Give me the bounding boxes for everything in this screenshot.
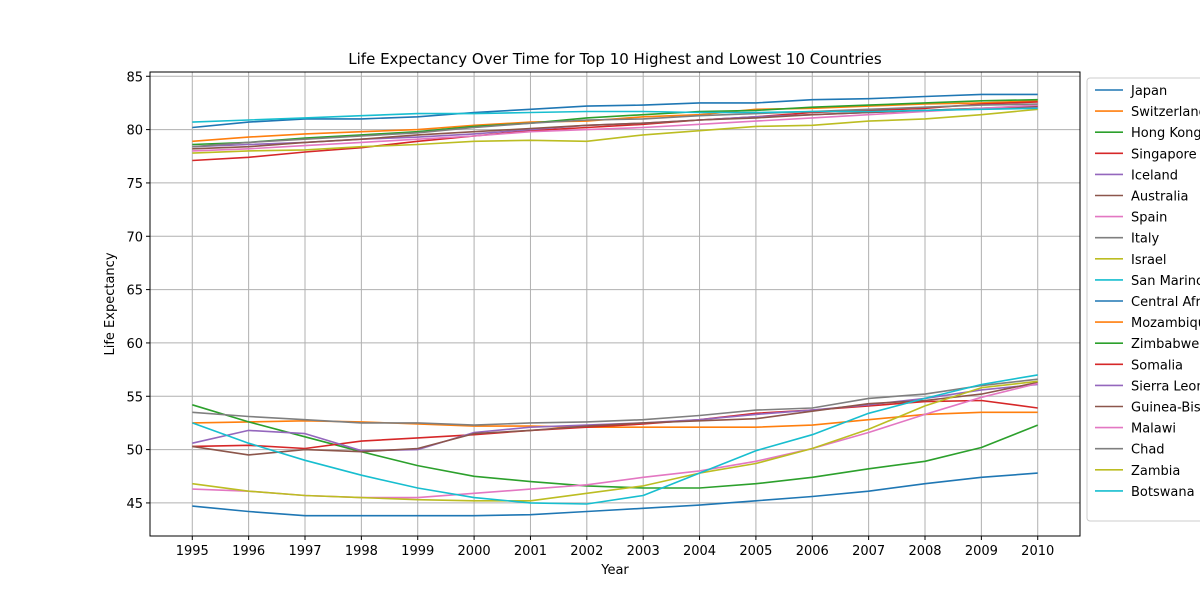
- legend-label-sierra-leone: Sierra Leone: [1131, 379, 1200, 394]
- legend-frame: [1086, 77, 1200, 522]
- x-tick-label: 2007: [852, 544, 885, 559]
- legend-label-switzerland: Switzerland: [1131, 105, 1200, 120]
- legend-label-san-marino: San Marino: [1131, 274, 1200, 289]
- legend: Japan Switzerland Hong Kong Singapore Icelan…: [1086, 77, 1200, 522]
- x-tick-label: 2005: [739, 544, 772, 559]
- legend-label-central-african-republic: Central African Republic: [1131, 295, 1200, 310]
- y-tick-label: 50: [126, 444, 143, 459]
- legend-label-chad: Chad: [1131, 443, 1165, 458]
- x-tick-label: 2008: [908, 544, 941, 559]
- series-line-central-african-republic: [192, 472, 1038, 517]
- x-axis-label: Year: [600, 563, 629, 578]
- y-tick-label: 60: [126, 337, 143, 352]
- series-line-singapore: [192, 101, 1038, 162]
- series-line-zambia: [192, 380, 1038, 502]
- series-line-botswana: [192, 374, 1038, 505]
- y-tick-label: 55: [126, 390, 143, 405]
- series-lines: [192, 93, 1038, 517]
- x-tick-label: 2004: [683, 544, 716, 559]
- legend-label-zambia: Zambia: [1131, 464, 1180, 479]
- legend-label-iceland: Iceland: [1131, 168, 1178, 183]
- y-tick-label: 45: [126, 497, 143, 512]
- legend-label-singapore: Singapore: [1131, 147, 1197, 162]
- legend-label-spain: Spain: [1131, 211, 1167, 226]
- x-tick-label: 2006: [796, 544, 829, 559]
- x-tick-label: 2001: [514, 544, 547, 559]
- x-tick-label: 1999: [401, 544, 434, 559]
- series-line-san-marino: [192, 107, 1038, 123]
- x-axis-ticks: 1995 1996 1997 1998 1999 2000 2001 2002 2003 2004…: [176, 536, 1054, 559]
- x-tick-label: 2010: [1021, 544, 1054, 559]
- plot-area: [149, 71, 1081, 537]
- series-line-israel: [192, 108, 1038, 154]
- legend-label-zimbabwe: Zimbabwe: [1131, 337, 1199, 352]
- x-tick-label: 1996: [232, 544, 265, 559]
- series-line-japan: [192, 93, 1038, 129]
- legend-label-guinea-bissau: Guinea-Bissau: [1131, 401, 1200, 416]
- series-line-switzerland: [192, 100, 1038, 143]
- x-tick-label: 2002: [570, 544, 603, 559]
- x-tick-label: 1998: [345, 544, 378, 559]
- series-line-italy: [192, 103, 1038, 148]
- series-line-iceland: [192, 106, 1038, 148]
- series-line-chad: [192, 378, 1038, 426]
- y-tick-label: 85: [126, 70, 143, 85]
- legend-label-australia: Australia: [1131, 190, 1189, 205]
- legend-label-japan: Japan: [1130, 84, 1167, 99]
- x-tick-label: 2009: [965, 544, 998, 559]
- legend-label-italy: Italy: [1131, 232, 1160, 247]
- series-line-spain: [192, 104, 1038, 152]
- chart-title: Life Expectancy Over Time for Top 10 Hig…: [348, 50, 882, 68]
- y-axis-label: Life Expectancy: [103, 252, 118, 355]
- legend-label-mozambique: Mozambique: [1131, 316, 1200, 331]
- series-line-guinea-bissau: [192, 381, 1038, 456]
- y-tick-label: 75: [126, 177, 143, 192]
- y-axis-ticks: 45 50 55 60 65 70 75 80 85: [126, 70, 150, 512]
- x-tick-label: 2000: [458, 544, 491, 559]
- x-tick-label: 2003: [627, 544, 660, 559]
- legend-label-botswana: Botswana: [1131, 485, 1195, 500]
- grid-lines: [150, 72, 1080, 536]
- legend-label-malawi: Malawi: [1131, 422, 1176, 437]
- legend-label-somalia: Somalia: [1131, 358, 1183, 373]
- y-tick-label: 65: [126, 284, 143, 299]
- legend-label-israel: Israel: [1131, 253, 1167, 268]
- legend-label-hong-kong: Hong Kong: [1131, 126, 1200, 141]
- x-tick-label: 1997: [288, 544, 321, 559]
- series-line-somalia: [192, 399, 1038, 450]
- series-line-hong-kong: [192, 98, 1038, 146]
- y-tick-label: 70: [126, 230, 143, 245]
- y-tick-label: 80: [126, 124, 143, 139]
- x-tick-label: 1995: [176, 544, 209, 559]
